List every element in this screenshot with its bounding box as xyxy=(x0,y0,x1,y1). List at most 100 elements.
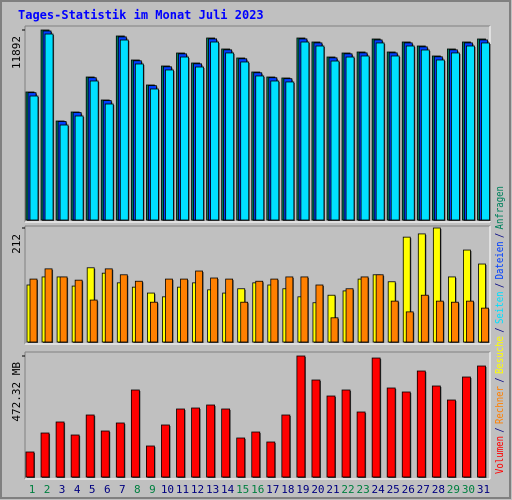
bar xyxy=(270,278,279,343)
legend-separator: / xyxy=(493,283,506,288)
bar xyxy=(462,376,471,478)
bar xyxy=(149,88,159,221)
x-tick-label: 30 xyxy=(462,483,475,496)
bar xyxy=(59,276,68,343)
bar xyxy=(119,39,129,221)
legend-entry: Anfragen xyxy=(493,186,506,229)
bar xyxy=(100,430,110,478)
x-tick-label: 29 xyxy=(447,483,460,496)
bar xyxy=(285,276,294,343)
bar xyxy=(149,301,158,343)
bar xyxy=(375,42,385,221)
legend-entry: Seiten xyxy=(493,291,506,324)
y-tick-label: 11892 xyxy=(10,36,23,69)
bar xyxy=(165,278,173,343)
x-tick-label: 3 xyxy=(59,483,66,496)
x-tick-label: 2 xyxy=(44,483,51,496)
bar xyxy=(477,365,486,478)
bar xyxy=(450,301,459,343)
bar xyxy=(450,52,460,221)
x-tick-label: 7 xyxy=(119,483,126,496)
bar xyxy=(341,389,351,478)
x-tick-label: 12 xyxy=(191,483,204,496)
bar xyxy=(59,124,69,221)
bar xyxy=(29,278,38,343)
bar xyxy=(180,56,189,221)
x-tick-label: 15 xyxy=(236,483,249,496)
bar xyxy=(300,41,310,221)
bar xyxy=(225,52,235,221)
x-tick-label: 20 xyxy=(311,483,324,496)
y-tick-label: 212 xyxy=(10,234,23,254)
bar xyxy=(104,103,114,221)
bar xyxy=(225,278,234,343)
x-tick-label: 4 xyxy=(74,483,81,496)
bar xyxy=(74,115,84,221)
bar xyxy=(134,280,143,343)
bar xyxy=(195,66,204,221)
x-tick-label: 18 xyxy=(281,483,294,496)
x-tick-label: 1 xyxy=(29,483,36,496)
bar xyxy=(401,391,411,478)
legend-entry: Volumen xyxy=(493,436,506,474)
bar xyxy=(251,431,261,478)
bar xyxy=(266,441,276,478)
bar xyxy=(435,59,445,221)
bar xyxy=(285,81,295,221)
chart-title: Tages-Statistik im Monat Juli 2023 xyxy=(18,8,264,22)
bar xyxy=(40,432,50,478)
bar xyxy=(281,414,291,478)
bar xyxy=(405,45,415,221)
bar xyxy=(115,422,125,478)
bar xyxy=(300,276,309,343)
x-tick-label: 11 xyxy=(176,483,189,496)
bar xyxy=(255,280,264,343)
bar xyxy=(390,300,399,343)
bar xyxy=(161,424,170,478)
bar xyxy=(191,407,200,478)
bar xyxy=(420,49,430,221)
bar xyxy=(119,274,128,343)
legend-separator: / xyxy=(493,377,506,382)
bar xyxy=(420,294,429,343)
bar xyxy=(405,311,414,343)
bar xyxy=(255,75,265,221)
bar xyxy=(165,69,174,221)
bar xyxy=(296,355,306,478)
x-tick-label: 25 xyxy=(387,483,400,496)
x-tick-label: 28 xyxy=(432,483,445,496)
legend: Volumen / Rechner / Besuche / Seiten / Dateien / A… xyxy=(493,186,506,474)
bar xyxy=(134,63,144,221)
x-tick-label: 27 xyxy=(417,483,430,496)
bar xyxy=(390,55,400,221)
bar xyxy=(435,300,444,343)
legend-entry: Besuche xyxy=(493,336,506,374)
y-tick-label: 472.32 MB xyxy=(10,362,23,422)
bar xyxy=(195,270,203,343)
bar xyxy=(270,80,280,221)
bar xyxy=(466,45,475,221)
bar xyxy=(70,434,80,478)
bar xyxy=(375,274,384,343)
bar xyxy=(240,61,250,221)
legend-separator: / xyxy=(493,427,506,432)
bar xyxy=(356,411,366,478)
bar xyxy=(55,421,65,478)
bar xyxy=(221,408,231,478)
bar xyxy=(130,389,140,478)
legend-entry: Dateien xyxy=(493,241,506,279)
x-tick-label: 8 xyxy=(134,483,141,496)
bar xyxy=(29,95,39,221)
x-tick-label: 21 xyxy=(326,483,339,496)
bar xyxy=(315,284,324,343)
legend-separator: / xyxy=(493,233,506,238)
bar xyxy=(371,357,381,478)
bar xyxy=(210,41,220,221)
x-tick-label: 9 xyxy=(149,483,156,496)
x-tick-label: 13 xyxy=(206,483,219,496)
bar xyxy=(74,279,83,343)
bar xyxy=(386,387,396,478)
bar xyxy=(431,385,441,478)
